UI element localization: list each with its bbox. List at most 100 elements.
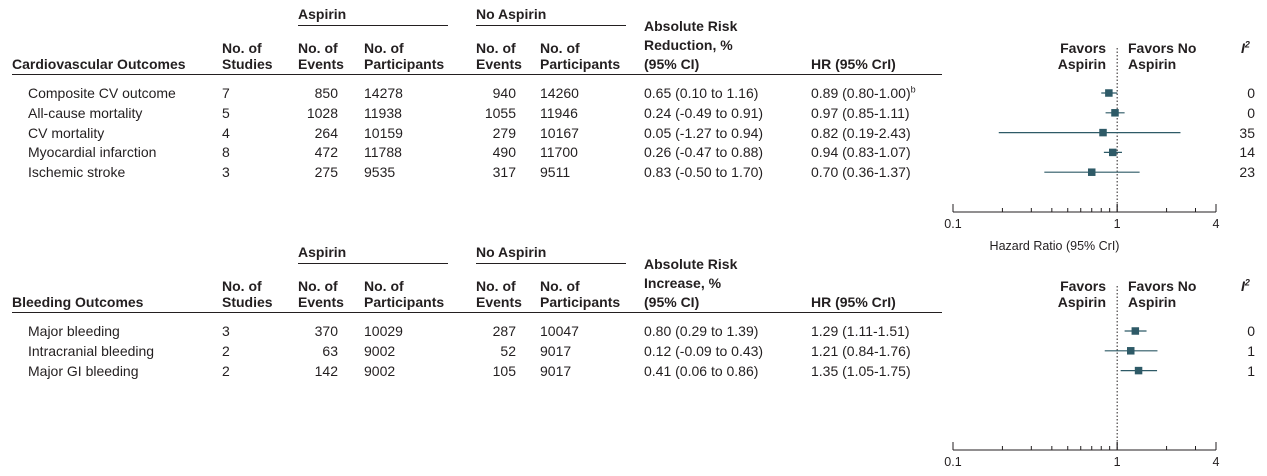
hr-value: 1.29 (1.11-1.51): [811, 323, 910, 339]
aspirin-group-rule: [298, 25, 448, 26]
cell-i2: 0: [1247, 85, 1255, 101]
cell-risk: 0.24 (-0.49 to 0.91): [644, 104, 764, 121]
favors-aspirin-line1: Favors: [1060, 40, 1106, 56]
cell-i2: 35: [1239, 124, 1255, 141]
cell-no-events: 490: [492, 144, 516, 161]
cell-risk: 0.12 (-0.09 to 0.43): [644, 342, 764, 359]
x-axis-ticks: 0.1 1 4: [944, 442, 1220, 469]
cell-no-participants: 9017: [540, 362, 572, 379]
cell-hr: 1.29 (1.11-1.51): [811, 323, 910, 339]
studies-header-line1: No. of: [222, 278, 262, 294]
cell-risk: 0.65 (0.10 to 1.16): [644, 85, 759, 101]
cell-asp-events: 1028: [306, 104, 338, 121]
cell-hr: 0.89 (0.80-1.00)b: [811, 85, 916, 101]
cell-no-participants: 14260: [540, 85, 579, 101]
tick-label: 0.1: [944, 217, 961, 231]
hr-marker: [1087, 168, 1096, 176]
asp-events-header-line1: No. of: [298, 278, 338, 294]
asp-participants-header-line2: Participants: [364, 294, 445, 310]
bleeding-forest-plot: 0.114 Hazard Ratio (95% CrI): [944, 286, 1220, 469]
cell-asp-participants: 11938: [364, 104, 402, 121]
footnote-marker: b: [910, 84, 916, 95]
i2-header: I2: [1241, 278, 1250, 294]
no-participants-header-line1: No. of: [540, 278, 580, 294]
hr-value: 0.94 (0.83-1.07): [811, 144, 911, 161]
cardiovascular-forest-plot: 0.1 1 4 Hazard Ratio (95% CrI): [944, 48, 1220, 253]
cell-i2: 0: [1247, 323, 1255, 339]
hr-marker: [1131, 327, 1140, 335]
cell-no-participants: 11700: [540, 144, 578, 161]
hr-value: 0.89 (0.80-1.00): [811, 85, 911, 101]
cell-no-participants: 9511: [540, 164, 571, 181]
cell-risk: 0.83 (-0.50 to 1.70): [644, 164, 764, 181]
hr-value: 0.70 (0.36-1.37): [811, 164, 911, 181]
cell-asp-participants: 9535: [364, 164, 396, 181]
cell-outcome: CV mortality: [28, 124, 105, 141]
cell-hr: 1.35 (1.05-1.75): [811, 363, 911, 379]
i2-superscript: 2: [1244, 277, 1250, 288]
cell-i2: 0: [1247, 104, 1255, 121]
favors-aspirin-line2: Aspirin: [1057, 56, 1106, 72]
i2-letter: I: [1241, 278, 1245, 294]
cell-no-events: 52: [500, 342, 516, 359]
cell-no-events: 287: [492, 323, 516, 339]
hr-value: 1.21 (0.84-1.76): [811, 342, 911, 359]
cell-i2: 23: [1239, 164, 1255, 181]
hr-marker: [1099, 128, 1107, 137]
hr-marker: [1127, 347, 1135, 355]
cell-risk: 0.26 (-0.47 to 0.88): [644, 144, 764, 161]
cell-no-participants: 9017: [540, 342, 572, 359]
hr-marker: [1111, 109, 1119, 117]
cell-outcome: All-cause mortality: [28, 104, 143, 121]
cell-outcome: Major GI bleeding: [28, 362, 139, 379]
studies-header-line1: No. of: [222, 40, 262, 56]
cell-outcome: Myocardial infarction: [28, 144, 157, 161]
cell-hr: 0.97 (0.85-1.11): [811, 105, 910, 121]
aspirin-group-header: Aspirin: [298, 6, 347, 22]
cell-asp-participants: 14278: [364, 85, 403, 101]
cell-outcome: Intracranial bleeding: [28, 342, 155, 359]
cell-no-participants: 10047: [540, 323, 579, 339]
cell-asp-events: 264: [314, 124, 338, 141]
outcome-column-header: Cardiovascular Outcomes: [12, 56, 186, 72]
cell-risk: 0.41 (0.06 to 0.86): [644, 362, 759, 379]
cell-asp-events: 850: [314, 85, 338, 101]
hr-marker: [1134, 366, 1143, 375]
cell-studies: 2: [222, 342, 230, 359]
hr-column-header: HR (95% CrI): [811, 294, 896, 310]
no-events-header-line2: Events: [476, 294, 522, 310]
favors-no-aspirin-line1: Favors No: [1128, 278, 1197, 294]
i2-letter: I: [1241, 40, 1245, 56]
favors-no-aspirin-line2: Aspirin: [1128, 56, 1177, 72]
favors-aspirin-line2: Aspirin: [1057, 294, 1106, 310]
hr-marker: [1109, 148, 1117, 157]
cell-asp-events: 275: [314, 164, 338, 181]
risk-header-line2: Reduction, %: [644, 37, 733, 53]
cell-no-participants: 10167: [540, 124, 579, 141]
no-aspirin-group-header: No Aspirin: [476, 6, 547, 22]
asp-participants-header-line1: No. of: [364, 40, 404, 56]
tick-label: 1: [1114, 455, 1121, 469]
cell-no-events: 317: [492, 164, 516, 181]
tick-label: 0.1: [944, 455, 961, 469]
no-events-header-line1: No. of: [476, 40, 516, 56]
cell-asp-events: 472: [314, 144, 338, 161]
cell-asp-events: 63: [322, 342, 338, 359]
cell-hr: 0.70 (0.36-1.37): [811, 164, 911, 180]
cell-studies: 4: [222, 124, 230, 141]
favors-no-aspirin-line1: Favors No: [1128, 40, 1197, 56]
cell-studies: 8: [222, 144, 230, 161]
cell-hr: 0.94 (0.83-1.07): [811, 144, 911, 160]
risk-header-line1: Absolute Risk: [644, 18, 738, 34]
outcome-column-header: Bleeding Outcomes: [12, 294, 144, 310]
no-events-header-line1: No. of: [476, 278, 516, 294]
forest-marks: [1104, 327, 1158, 375]
risk-header-line1: Absolute Risk: [644, 256, 738, 272]
cell-asp-participants: 9002: [364, 362, 396, 379]
hr-marker: [1105, 89, 1113, 97]
studies-header-line2: Studies: [222, 294, 273, 310]
header-rule: [12, 312, 942, 313]
no-aspirin-group-header: No Aspirin: [476, 244, 547, 260]
cell-hr: 1.21 (0.84-1.76): [811, 343, 911, 359]
cell-asp-participants: 11788: [364, 144, 402, 161]
